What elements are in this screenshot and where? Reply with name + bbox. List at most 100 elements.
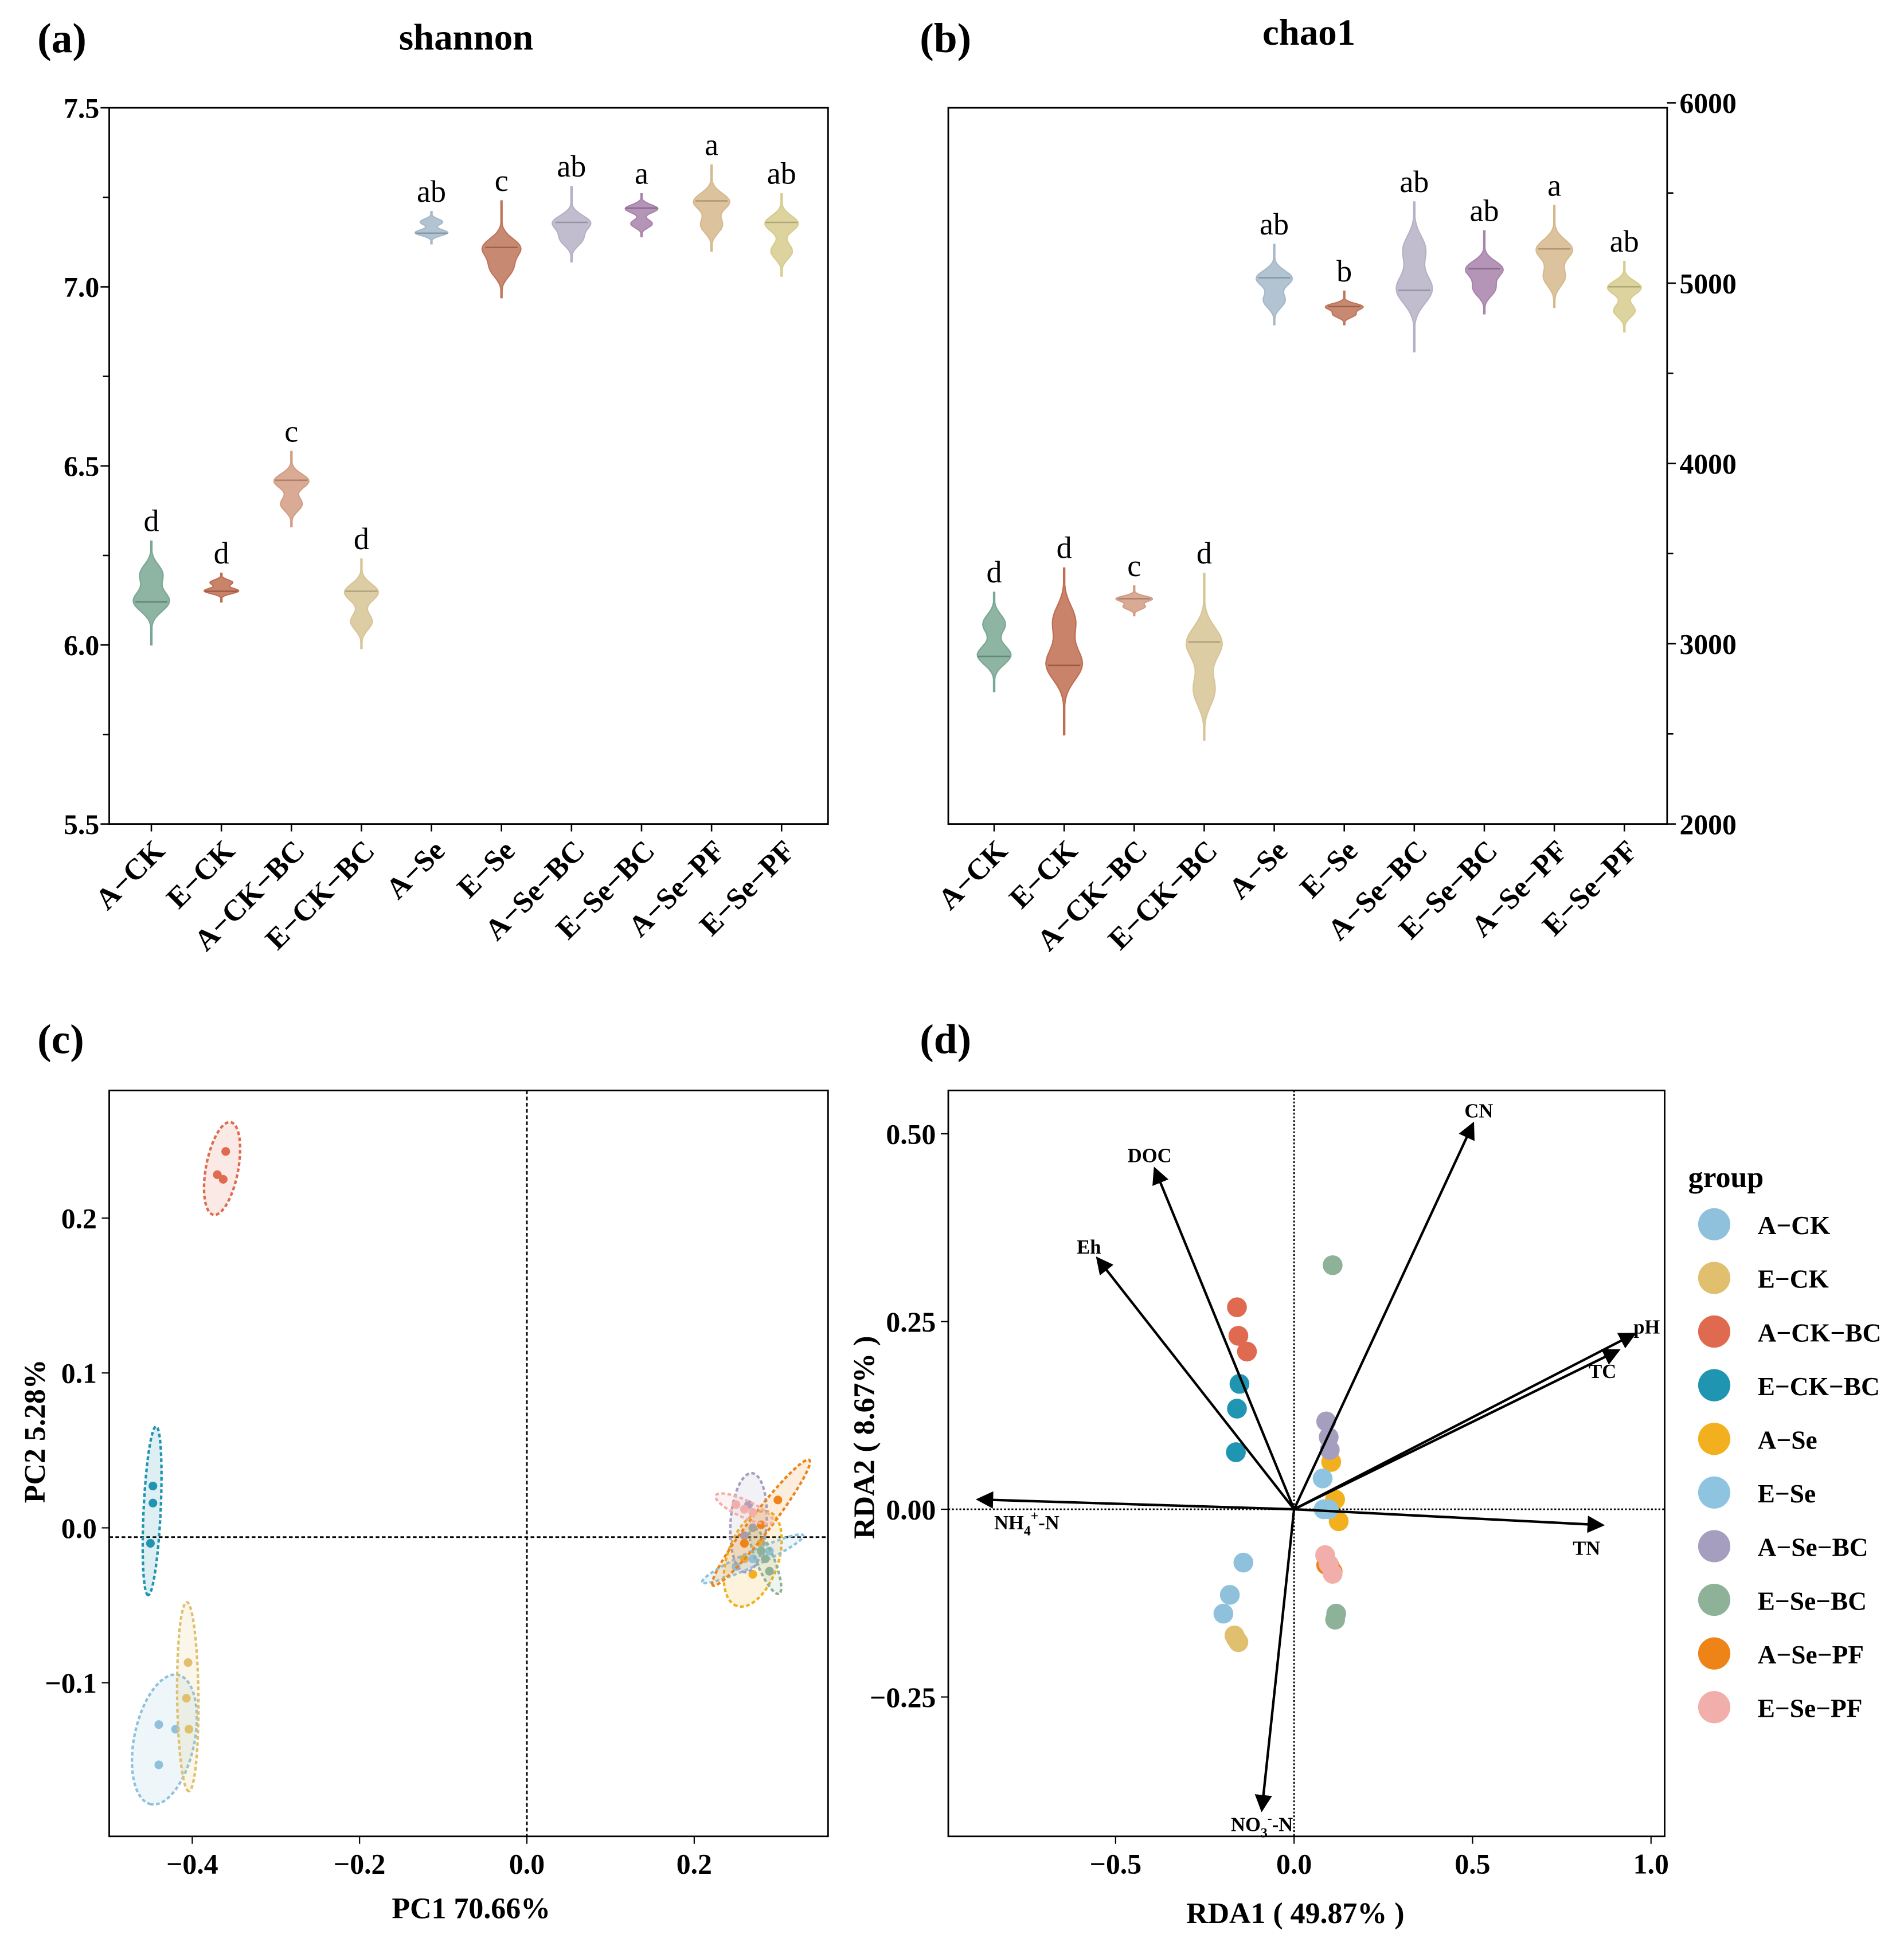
panel-label: (b) bbox=[920, 15, 971, 61]
legend-item: E−CK−BC bbox=[1698, 1369, 1880, 1401]
x-axis-label: RDA1 ( 49.87% ) bbox=[1186, 1897, 1404, 1930]
biplot-arrow bbox=[1293, 1349, 1621, 1510]
y-tick-label: 4000 bbox=[1679, 448, 1736, 480]
plot-frame bbox=[947, 107, 1668, 825]
data-point bbox=[154, 1720, 163, 1729]
y-tick-label: 5000 bbox=[1679, 268, 1736, 299]
data-point bbox=[1213, 1603, 1234, 1624]
legend-label: E−Se bbox=[1758, 1479, 1816, 1508]
data-point bbox=[1323, 1564, 1343, 1584]
x-tick-label: A−Se bbox=[380, 834, 451, 905]
significance-letter: d bbox=[214, 536, 229, 570]
data-point bbox=[761, 1554, 770, 1564]
data-point bbox=[1237, 1341, 1257, 1362]
arrow-label: CN bbox=[1464, 1101, 1493, 1122]
y-tick-label: 5.5 bbox=[64, 809, 99, 840]
violin-2 bbox=[273, 451, 310, 528]
data-point bbox=[1227, 1297, 1247, 1317]
violin-7 bbox=[1465, 230, 1504, 315]
violin-0 bbox=[132, 540, 170, 646]
y-tick-label: −0.25 bbox=[870, 1682, 936, 1713]
legend-item: A−CK bbox=[1698, 1208, 1830, 1240]
arrow-label: Eh bbox=[1077, 1236, 1101, 1258]
legend-swatch bbox=[1698, 1262, 1731, 1294]
y-tick-label: 3000 bbox=[1679, 628, 1736, 660]
significance-letter: ab bbox=[1399, 165, 1429, 199]
y-axis-label: RDA2 ( 8.67% ) bbox=[848, 1336, 881, 1538]
significance-letter: a bbox=[1547, 168, 1561, 202]
data-point bbox=[748, 1523, 757, 1533]
data-point bbox=[213, 1170, 222, 1179]
legend-swatch bbox=[1698, 1530, 1731, 1563]
legend-swatch bbox=[1698, 1423, 1731, 1455]
arrow-label: NO3--N bbox=[1231, 1811, 1293, 1841]
significance-letter: d bbox=[143, 504, 159, 538]
chart-title: shannon bbox=[399, 17, 533, 58]
x-tick-label: 0.0 bbox=[1276, 1849, 1312, 1880]
y-tick-label: −0.1 bbox=[45, 1667, 96, 1699]
legend-item: E−Se−BC bbox=[1698, 1583, 1867, 1616]
data-point bbox=[171, 1725, 180, 1734]
violin-4 bbox=[414, 211, 449, 245]
legend-item: E−Se−PF bbox=[1698, 1691, 1862, 1724]
data-point bbox=[146, 1538, 155, 1548]
violin-8 bbox=[693, 164, 731, 252]
legend-item: A−Se−PF bbox=[1698, 1637, 1864, 1670]
legend-swatch bbox=[1698, 1208, 1731, 1240]
panel-b-chao1: (b) chao1 20003000400050006000dA−CKdE−CK… bbox=[920, 12, 1737, 957]
violin-3 bbox=[1185, 573, 1223, 741]
significance-letter: ab bbox=[1469, 193, 1499, 228]
data-point bbox=[748, 1508, 757, 1517]
y-tick-label: 0.00 bbox=[886, 1494, 936, 1525]
data-point bbox=[148, 1498, 158, 1508]
data-point bbox=[748, 1569, 757, 1579]
legend-item: A−Se bbox=[1698, 1423, 1817, 1455]
y-tick-label: 0.25 bbox=[886, 1306, 936, 1338]
data-point bbox=[221, 1147, 230, 1156]
legend-swatch bbox=[1698, 1476, 1731, 1509]
data-point bbox=[183, 1658, 193, 1667]
legend-label: E−Se−BC bbox=[1758, 1587, 1867, 1615]
arrow-label: TC bbox=[1589, 1361, 1616, 1383]
significance-letter: d bbox=[354, 522, 369, 556]
legend-item: E−CK bbox=[1698, 1262, 1829, 1294]
panel-label: (c) bbox=[37, 1016, 84, 1063]
x-axis-label: PC1 70.66% bbox=[392, 1892, 550, 1925]
violin-2 bbox=[1115, 585, 1154, 617]
biplot-arrow bbox=[975, 1491, 1295, 1511]
arrow-label: DOC bbox=[1128, 1145, 1172, 1167]
legend-label: A−CK bbox=[1758, 1211, 1831, 1240]
violin-3 bbox=[343, 558, 380, 649]
y-tick-label: 0.50 bbox=[886, 1118, 936, 1150]
legend-label: A−CK−BC bbox=[1758, 1318, 1882, 1347]
data-point bbox=[182, 1694, 191, 1703]
x-tick-label: 0.5 bbox=[1455, 1849, 1490, 1880]
data-point bbox=[740, 1531, 749, 1540]
data-point bbox=[184, 1725, 194, 1734]
biplot-arrow bbox=[1152, 1166, 1296, 1510]
data-point bbox=[218, 1174, 228, 1184]
significance-letter: c bbox=[284, 414, 298, 449]
legend-label: E−CK−BC bbox=[1758, 1372, 1880, 1401]
violin-8 bbox=[1535, 205, 1573, 308]
data-point bbox=[740, 1505, 749, 1514]
panel-label: (d) bbox=[920, 1016, 971, 1063]
y-tick-label: 7.0 bbox=[64, 272, 99, 303]
data-point bbox=[757, 1547, 766, 1556]
significance-letter: c bbox=[495, 163, 509, 198]
x-tick-label: A−Se bbox=[1223, 834, 1294, 905]
y-tick-label: 6000 bbox=[1679, 88, 1736, 119]
x-tick-label: A−CK bbox=[89, 834, 171, 916]
data-point bbox=[1228, 1326, 1249, 1346]
panel-d-rda: (d) RDA1 ( 49.87% ) RDA2 ( 8.67% ) group… bbox=[848, 1016, 1881, 1931]
violin-1 bbox=[204, 573, 240, 603]
legend-title: group bbox=[1688, 1161, 1764, 1194]
legend-label: A−Se−PF bbox=[1758, 1641, 1864, 1669]
violin-5 bbox=[1324, 290, 1365, 326]
y-tick-label: 6.5 bbox=[64, 451, 99, 482]
y-tick-label: 0.2 bbox=[61, 1203, 97, 1234]
violin-0 bbox=[976, 592, 1012, 692]
panel-c-pca: (c) PC1 70.66% PC2 5.28% −0.4 −0.2 0.0 0.2 −… bbox=[19, 1016, 829, 1925]
arrow-label: NH4+-N bbox=[994, 1509, 1059, 1539]
violin-7 bbox=[624, 193, 659, 237]
